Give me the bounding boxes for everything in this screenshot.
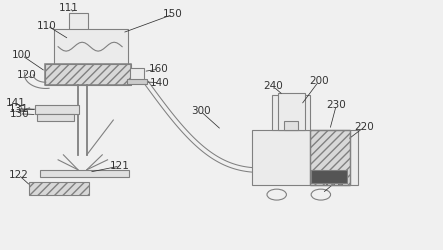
- Bar: [45, 64, 131, 85]
- Bar: [311, 170, 347, 183]
- Bar: [278, 93, 304, 130]
- Bar: [128, 79, 148, 84]
- Text: 210: 210: [324, 178, 344, 188]
- Bar: [29, 182, 89, 194]
- Bar: [130, 68, 144, 80]
- Text: 120: 120: [16, 70, 36, 80]
- Text: 100: 100: [12, 50, 32, 60]
- Text: 140: 140: [150, 78, 170, 88]
- Bar: [40, 170, 129, 177]
- Bar: [45, 64, 131, 85]
- Text: 122: 122: [8, 170, 28, 180]
- Bar: [253, 130, 358, 185]
- Text: 131: 131: [8, 104, 28, 114]
- Text: 220: 220: [354, 122, 373, 132]
- Text: 150: 150: [163, 9, 183, 19]
- Text: 240: 240: [263, 82, 283, 92]
- Bar: [35, 105, 79, 114]
- Text: 230: 230: [326, 100, 346, 110]
- Text: 121: 121: [110, 161, 130, 171]
- Text: 110: 110: [37, 20, 57, 30]
- Text: 160: 160: [149, 64, 169, 74]
- Text: 200: 200: [309, 76, 328, 86]
- Text: 300: 300: [191, 106, 210, 116]
- Bar: [284, 120, 298, 130]
- Text: 111: 111: [59, 3, 79, 13]
- Bar: [37, 114, 74, 121]
- Text: 130: 130: [9, 109, 29, 119]
- Bar: [54, 29, 128, 65]
- Text: 141: 141: [5, 98, 25, 108]
- Bar: [310, 130, 350, 185]
- Bar: [272, 95, 310, 130]
- Bar: [310, 130, 350, 185]
- Bar: [69, 13, 88, 32]
